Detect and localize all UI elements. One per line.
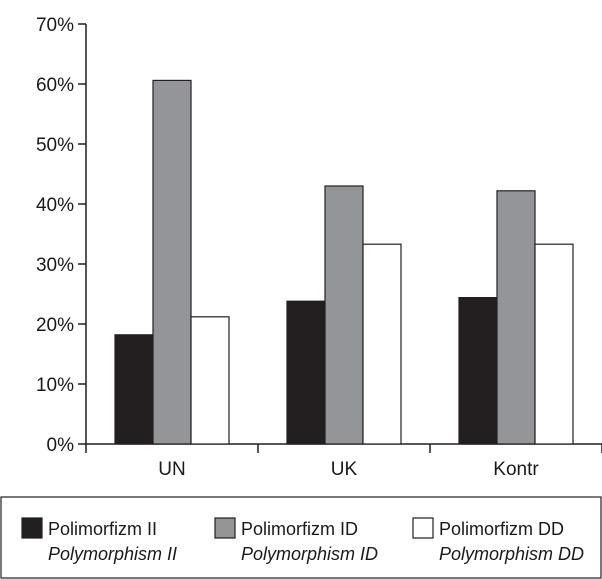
legend: Polimorfizm II Polymorphism II Polimorfizm… — [0, 496, 602, 579]
y-tick-label: 40% — [36, 195, 74, 216]
y-tick-label: 20% — [36, 315, 74, 336]
legend-label: Polimorfizm DD — [439, 519, 564, 539]
bar-kontr-series-2 — [496, 190, 536, 445]
bar-uk-series-2 — [324, 185, 364, 445]
y-tick-label: 10% — [36, 375, 74, 396]
legend-label-english: Polymorphism ID — [241, 544, 378, 564]
x-tick-label: UK — [331, 459, 358, 480]
x-axis: UN UK Kontr — [85, 443, 602, 480]
legend-label-english: Polymorphism II — [48, 544, 177, 564]
bar-uk-series-3 — [362, 243, 402, 445]
legend-swatch — [412, 517, 434, 539]
bar-un-series-1 — [114, 334, 154, 445]
y-tick-label: 70% — [36, 15, 74, 36]
bar-un-series-2 — [152, 79, 192, 445]
x-tick-label: Kontr — [493, 459, 539, 480]
legend-swatch — [21, 517, 43, 539]
legend-box — [0, 496, 602, 579]
y-tick-label: 0% — [47, 435, 75, 456]
bar-uk-series-1 — [286, 300, 326, 445]
bar-kontr-series-3 — [534, 243, 574, 445]
y-tick-label: 60% — [36, 75, 74, 96]
bars-group — [114, 79, 574, 445]
legend-label: Polimorfizm ID — [241, 519, 358, 539]
bar-un-series-3 — [190, 316, 230, 445]
legend-label: Polimorfizm II — [48, 519, 157, 539]
x-tick-label: UN — [158, 459, 185, 480]
y-axis: 0% 10% 20% 30% 40% 50% 60% 70% — [36, 15, 87, 456]
y-tick-label: 50% — [36, 135, 74, 156]
legend-label-english: Polymorphism DD — [439, 544, 584, 564]
y-tick-label: 30% — [36, 255, 74, 276]
bar-kontr-series-1 — [458, 297, 498, 445]
legend-swatch — [214, 517, 236, 539]
